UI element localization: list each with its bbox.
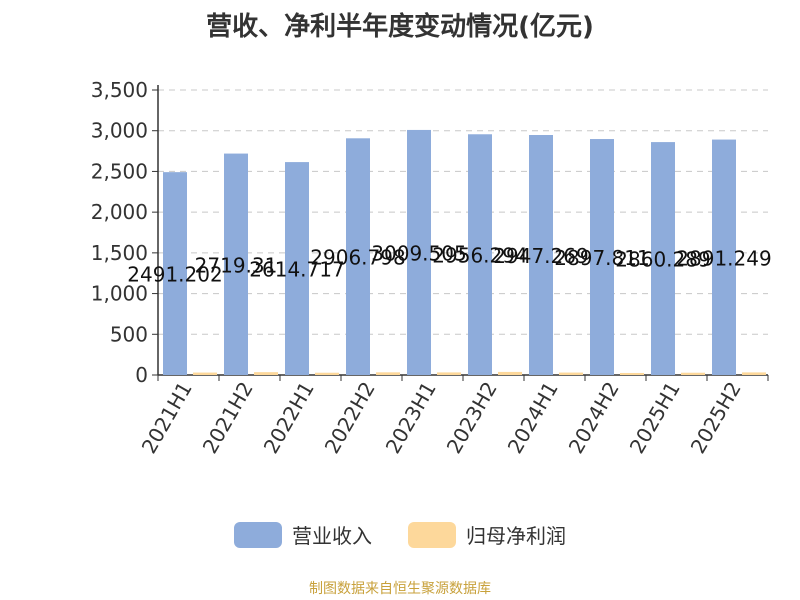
data-label-revenue: 2719.31	[195, 253, 278, 277]
bar-revenue	[529, 135, 553, 375]
bar-net-profit	[254, 372, 278, 375]
x-tick-label: 2021H2	[198, 378, 258, 458]
bar-revenue	[285, 162, 309, 375]
bar-revenue	[590, 139, 614, 375]
bar-net-profit	[437, 372, 461, 375]
y-tick-label: 2,000	[91, 200, 148, 224]
bar-net-profit	[193, 372, 217, 375]
bar-revenue	[163, 172, 187, 375]
y-tick-label: 1,000	[91, 282, 148, 306]
legend-label-net-profit: 归母净利润	[466, 524, 566, 548]
legend-swatch-revenue	[234, 521, 282, 548]
x-tick-label: 2022H1	[259, 378, 319, 458]
bar-net-profit	[742, 372, 766, 375]
source-note: 制图数据来自恒生聚源数据库	[309, 581, 491, 597]
data-label-revenue: 2891.249	[676, 246, 771, 270]
x-tick-label: 2023H2	[442, 378, 502, 458]
x-tick-label: 2024H2	[564, 378, 624, 458]
bar-net-profit	[681, 372, 705, 375]
data-label-revenue: 2860.289	[615, 248, 710, 272]
y-tick-label: 3,500	[91, 78, 148, 102]
data-label-revenue: 3009.505	[371, 241, 466, 265]
legend-swatch-net-profit	[408, 521, 456, 548]
bar-revenue	[468, 134, 492, 375]
bar-net-profit	[620, 372, 644, 375]
data-label-revenue: 2897.811	[554, 246, 649, 270]
x-tick-label: 2025H2	[686, 378, 746, 458]
bar-net-profit	[498, 371, 522, 375]
bar-revenue	[346, 138, 370, 375]
x-tick-label: 2021H1	[137, 378, 197, 458]
legend-item-net-profit[interactable]: 归母净利润	[408, 520, 566, 549]
y-tick-label: 2,500	[91, 159, 148, 183]
data-label-revenue: 2956.294	[432, 244, 527, 268]
data-label-revenue: 2614.717	[249, 258, 344, 282]
data-label-revenue: 2491.202	[127, 263, 222, 287]
legend-item-revenue[interactable]: 营业收入	[234, 520, 372, 549]
legend: 营业收入 归母净利润	[0, 520, 800, 549]
bar-revenue	[651, 142, 675, 375]
data-label-revenue: 2947.269	[493, 244, 588, 268]
y-tick-label: 0	[135, 363, 148, 387]
bar-revenue	[407, 129, 431, 375]
bar-net-profit	[315, 372, 339, 375]
x-tick-label: 2022H2	[320, 378, 380, 458]
x-tick-label: 2025H1	[625, 378, 685, 458]
x-tick-label: 2023H1	[381, 378, 441, 458]
y-tick-label: 1,500	[91, 241, 148, 265]
legend-label-revenue: 营业收入	[292, 524, 372, 548]
bar-revenue	[712, 139, 736, 375]
y-tick-label: 500	[110, 322, 148, 346]
bar-revenue	[224, 153, 248, 375]
chart-title: 营收、净利半年度变动情况(亿元)	[206, 12, 594, 42]
y-tick-label: 3,000	[91, 119, 148, 143]
bar-net-profit	[559, 372, 583, 375]
bar-net-profit	[376, 372, 400, 375]
data-label-revenue: 2906.798	[310, 246, 405, 270]
x-tick-label: 2024H1	[503, 378, 563, 458]
